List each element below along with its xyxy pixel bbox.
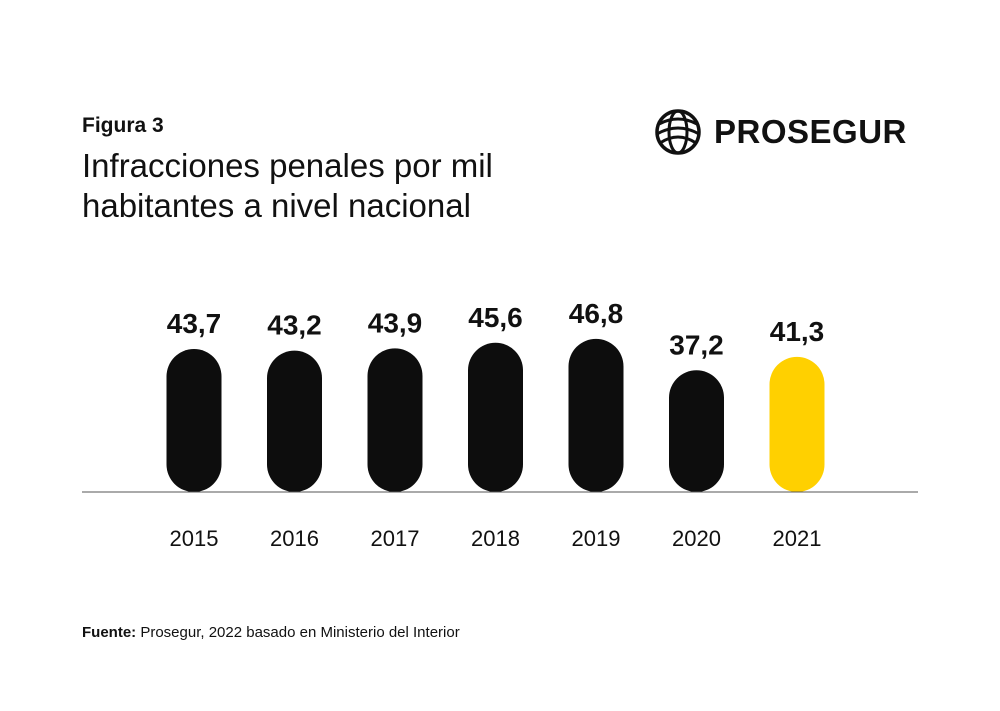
bar-2016 [267,350,322,492]
value-label-2021: 41,3 [770,316,825,347]
source-text: Prosegur, 2022 basado en Ministerio del … [136,624,460,641]
value-label-2017: 43,9 [368,307,423,338]
bar-2020 [669,370,724,492]
x-tick-label-2016: 2016 [270,526,319,551]
chart-title: Infracciones penales por mil habitantes … [82,147,493,224]
value-label-2018: 45,6 [468,302,523,333]
value-label-2019: 46,8 [569,298,624,329]
source-prefix: Fuente: [82,624,137,641]
bar-2021 [769,356,825,492]
x-tick-label-2017: 2017 [371,526,420,551]
bar-2017 [367,348,423,492]
x-tick-label-2018: 2018 [471,526,520,551]
bar-2015 [166,349,222,492]
x-tick-label-2019: 2019 [572,526,621,551]
source-note: Fuente: Prosegur, 2022 basado en Ministe… [82,624,460,641]
globe-icon [655,109,701,155]
prosegur-logo: PROSEGUR [654,108,907,156]
bar-2018 [468,342,523,492]
value-label-2020: 37,2 [669,329,724,360]
value-label-2015: 43,7 [167,308,222,339]
x-tick-label-2020: 2020 [672,526,721,551]
value-label-2016: 43,2 [267,310,322,341]
figure-label: Figura 3 [82,114,164,137]
x-tick-label-2015: 2015 [170,526,219,551]
bar-2019 [568,338,624,492]
x-tick-label-2021: 2021 [773,526,822,551]
logo-text: PROSEGUR [714,113,907,150]
